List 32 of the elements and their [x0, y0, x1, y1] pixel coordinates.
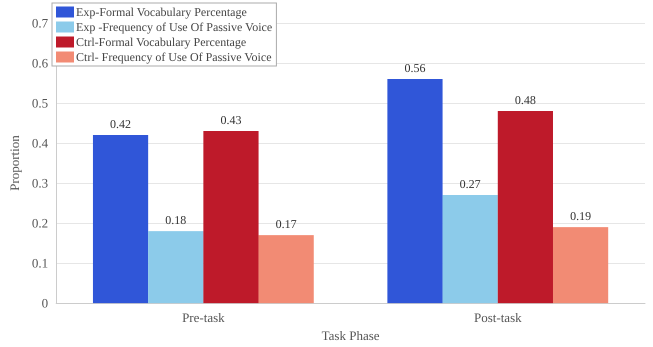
y-tick-label: 0.4 — [32, 136, 49, 151]
bar — [148, 231, 204, 304]
data-label: 0.27 — [460, 177, 481, 192]
x-tick-label: Post-task — [474, 310, 522, 326]
legend-label: Exp-Formal Vocabulary Percentage — [76, 5, 247, 19]
y-tick-label: 0.6 — [32, 56, 49, 71]
bar — [442, 195, 498, 304]
x-tick-label: Pre-task — [182, 310, 226, 326]
data-label: 0.48 — [514, 93, 536, 108]
y-tick-label: 0.2 — [32, 216, 48, 231]
y-tick-label: 0 — [42, 296, 48, 311]
legend-label: Ctrl- Frequency of Use Of Passive Voice — [76, 50, 272, 64]
data-label: 0.42 — [110, 117, 132, 132]
y-tick-label: 0.1 — [32, 256, 48, 271]
data-label: 0.56 — [404, 61, 426, 76]
data-label: 0.43 — [220, 113, 242, 128]
data-label: 0.19 — [570, 209, 592, 224]
x-axis-title: Task Phase — [322, 328, 380, 343]
legend-label: Ctrl-Formal Vocabulary Percentage — [76, 35, 246, 49]
bar — [203, 131, 259, 304]
data-label: 0.17 — [276, 217, 297, 232]
y-tick-label: 0.5 — [32, 96, 48, 111]
bar — [552, 227, 608, 304]
y-tick-label: 0.7 — [32, 16, 49, 30]
y-axis-title: Proportion — [7, 134, 22, 191]
bar — [498, 111, 553, 304]
data-label: 0.18 — [165, 213, 186, 228]
bar — [92, 135, 148, 304]
legend-label: Exp -Frequency of Use Of Passive Voice — [76, 20, 272, 34]
y-tick-label: 0.3 — [32, 176, 48, 191]
bar — [258, 235, 314, 304]
bar — [387, 79, 443, 304]
